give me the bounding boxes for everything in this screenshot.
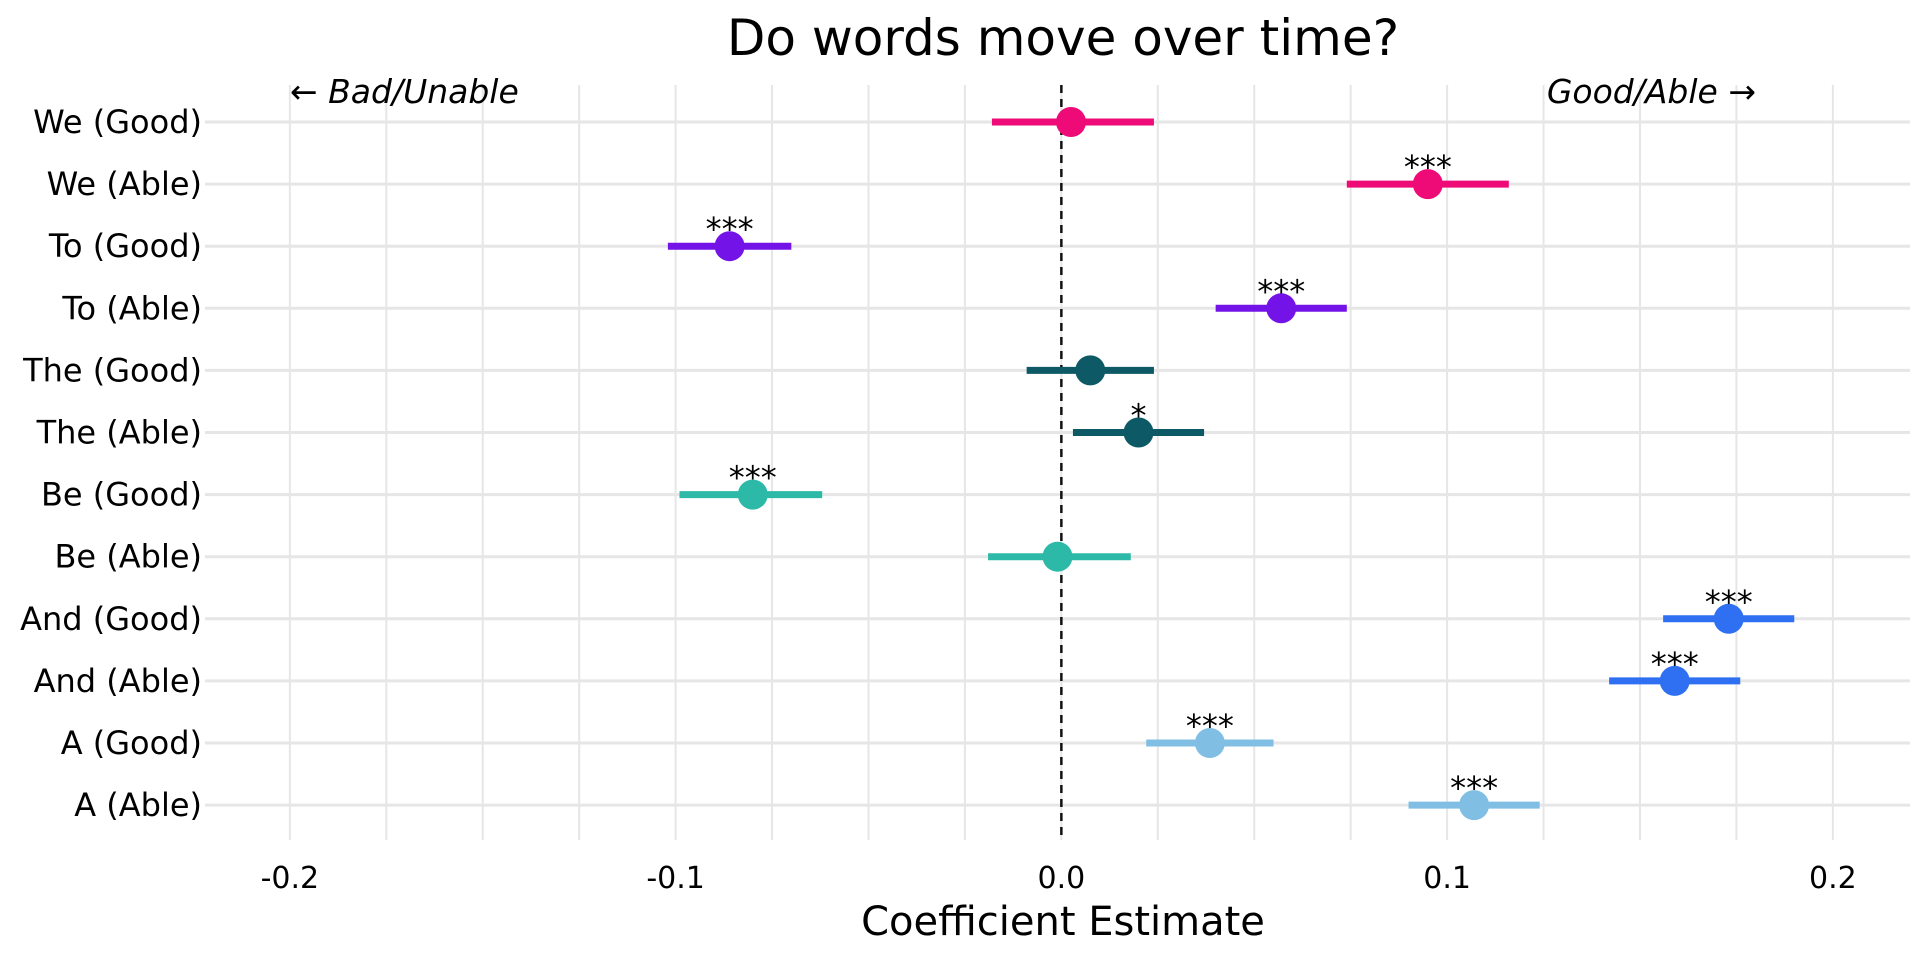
estimate-point xyxy=(1123,417,1154,448)
estimate-point xyxy=(1266,293,1297,324)
estimate-point xyxy=(1194,728,1225,758)
axis-labels: -0.2 -0.1 0.0 0.1 0.2 We (Good) We (Able) To (G… xyxy=(20,103,1857,896)
significance-label: *** xyxy=(729,459,777,497)
category-label: And (Good) xyxy=(20,600,202,638)
estimate-point xyxy=(714,231,745,262)
chart-title: Do words move over time? xyxy=(727,9,1399,67)
significance-label: *** xyxy=(1651,645,1699,683)
significance-label: *** xyxy=(1705,583,1753,621)
estimate-point xyxy=(1713,603,1744,634)
significance-label: *** xyxy=(1257,272,1305,310)
x-tick-label: -0.2 xyxy=(261,861,320,896)
estimate-point xyxy=(1459,790,1490,821)
category-label: A (Good) xyxy=(61,724,202,762)
category-label: A (Able) xyxy=(74,786,202,824)
category-label: And (Able) xyxy=(34,662,202,700)
category-label: Be (Able) xyxy=(54,538,202,576)
category-label: We (Able) xyxy=(47,165,202,203)
estimate-point xyxy=(1659,665,1690,696)
category-label: Be (Good) xyxy=(41,476,202,514)
estimate-point xyxy=(737,479,768,510)
annotation-left: ← Bad/Unable xyxy=(290,72,519,111)
estimate-point xyxy=(1075,355,1106,386)
x-tick-label: -0.1 xyxy=(646,861,705,896)
category-label: To (Good) xyxy=(48,227,202,265)
estimate-point xyxy=(1056,107,1087,137)
category-label: To (Able) xyxy=(61,289,202,327)
x-tick-label: 0.2 xyxy=(1809,861,1857,896)
x-tick-label: 0.0 xyxy=(1037,861,1085,896)
significance-label: *** xyxy=(706,210,754,248)
x-tick-label: 0.1 xyxy=(1423,861,1471,896)
estimate-point xyxy=(1412,169,1443,200)
category-label: The (Able) xyxy=(36,414,202,452)
data-marks: ************************* xyxy=(667,107,1795,821)
x-axis-label: Coefficient Estimate xyxy=(861,899,1265,945)
category-label: We (Good) xyxy=(33,103,202,141)
significance-label: * xyxy=(1131,397,1147,435)
category-label: The (Good) xyxy=(22,351,202,389)
significance-label: *** xyxy=(1186,707,1234,745)
estimate-point xyxy=(1042,541,1073,572)
significance-label: *** xyxy=(1450,769,1498,807)
significance-label: *** xyxy=(1404,148,1452,186)
annotation-right: Good/Able → xyxy=(1547,72,1756,111)
